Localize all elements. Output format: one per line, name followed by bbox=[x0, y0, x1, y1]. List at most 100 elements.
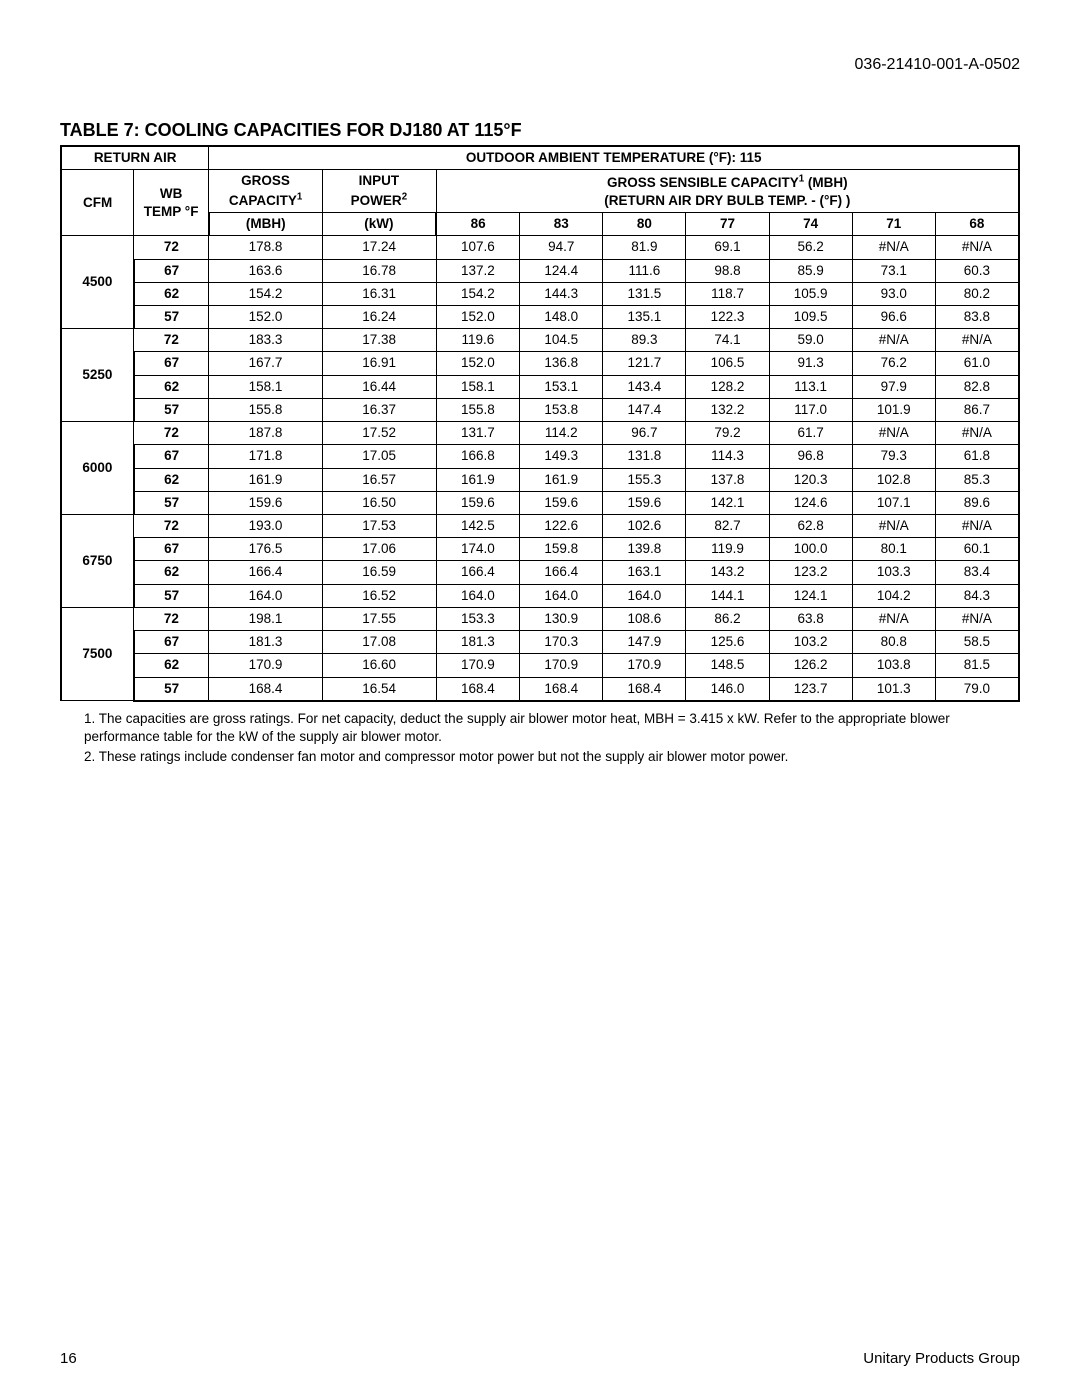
gross-capacity-cell: 161.9 bbox=[209, 468, 322, 491]
table-body: 450072178.817.24107.694.781.969.156.2#N/… bbox=[61, 236, 1019, 701]
sensible-cell: #N/A bbox=[935, 515, 1019, 538]
sensible-cell: 80.8 bbox=[852, 631, 935, 654]
sensible-cell: 103.3 bbox=[852, 561, 935, 584]
sensible-cell: 119.6 bbox=[436, 329, 520, 352]
sensible-cell: 79.3 bbox=[852, 445, 935, 468]
sensible-cell: 83.4 bbox=[935, 561, 1019, 584]
sensible-cell: 152.0 bbox=[436, 306, 520, 329]
sensible-cell: 143.4 bbox=[603, 375, 686, 398]
sensible-cell: 137.8 bbox=[686, 468, 769, 491]
th-db-0: 86 bbox=[436, 213, 520, 236]
input-power-cell: 16.24 bbox=[322, 306, 436, 329]
footer-group: Unitary Products Group bbox=[863, 1350, 1020, 1367]
sensible-cell: 94.7 bbox=[520, 236, 603, 259]
sensible-cell: 76.2 bbox=[852, 352, 935, 375]
sensible-cell: 102.8 bbox=[852, 468, 935, 491]
gross-capacity-cell: 170.9 bbox=[209, 654, 322, 677]
sensible-cell: 117.0 bbox=[769, 398, 852, 421]
th-db-4: 74 bbox=[769, 213, 852, 236]
gross-capacity-cell: 164.0 bbox=[209, 584, 322, 607]
sensible-cell: 139.8 bbox=[603, 538, 686, 561]
sensible-cell: 166.4 bbox=[436, 561, 520, 584]
sensible-cell: 81.9 bbox=[603, 236, 686, 259]
sensible-cell: 164.0 bbox=[603, 584, 686, 607]
sensible-cell: 61.8 bbox=[935, 445, 1019, 468]
table-row: 67167.716.91152.0136.8121.7106.591.376.2… bbox=[61, 352, 1019, 375]
sensible-cell: 61.0 bbox=[935, 352, 1019, 375]
gross-capacity-cell: 163.6 bbox=[209, 259, 322, 282]
cfm-cell: 6000 bbox=[61, 422, 134, 515]
input-power-cell: 16.54 bbox=[322, 677, 436, 701]
sensible-cell: 142.1 bbox=[686, 491, 769, 514]
table-row: 62161.916.57161.9161.9155.3137.8120.3102… bbox=[61, 468, 1019, 491]
input-power-cell: 16.52 bbox=[322, 584, 436, 607]
input-power-cell: 17.55 bbox=[322, 607, 436, 630]
sensible-cell: 181.3 bbox=[436, 631, 520, 654]
sensible-cell: 166.8 bbox=[436, 445, 520, 468]
sensible-cell: 102.6 bbox=[603, 515, 686, 538]
sensible-cell: 153.3 bbox=[436, 607, 520, 630]
input-power-cell: 16.60 bbox=[322, 654, 436, 677]
sensible-cell: #N/A bbox=[935, 329, 1019, 352]
sensible-cell: 114.2 bbox=[520, 422, 603, 445]
cfm-cell: 4500 bbox=[61, 236, 134, 329]
gross-capacity-cell: 183.3 bbox=[209, 329, 322, 352]
sensible-cell: 89.6 bbox=[935, 491, 1019, 514]
sensible-cell: 122.6 bbox=[520, 515, 603, 538]
sensible-cell: 103.8 bbox=[852, 654, 935, 677]
th-db-6: 68 bbox=[935, 213, 1019, 236]
sensible-cell: 80.2 bbox=[935, 282, 1019, 305]
sensible-cell: 159.6 bbox=[436, 491, 520, 514]
sensible-cell: 149.3 bbox=[520, 445, 603, 468]
sensible-cell: 60.1 bbox=[935, 538, 1019, 561]
sensible-cell: 63.8 bbox=[769, 607, 852, 630]
sensible-cell: 96.7 bbox=[603, 422, 686, 445]
sensible-cell: 120.3 bbox=[769, 468, 852, 491]
table-row: 600072187.817.52131.7114.296.779.261.7#N… bbox=[61, 422, 1019, 445]
sensible-cell: 143.2 bbox=[686, 561, 769, 584]
sensible-cell: 101.3 bbox=[852, 677, 935, 701]
sensible-cell: 154.2 bbox=[436, 282, 520, 305]
sensible-cell: 101.9 bbox=[852, 398, 935, 421]
sensible-cell: 159.6 bbox=[520, 491, 603, 514]
sensible-cell: 158.1 bbox=[436, 375, 520, 398]
gross-capacity-cell: 167.7 bbox=[209, 352, 322, 375]
sensible-cell: 124.4 bbox=[520, 259, 603, 282]
sensible-cell: 131.8 bbox=[603, 445, 686, 468]
input-power-cell: 17.52 bbox=[322, 422, 436, 445]
gross-capacity-cell: 152.0 bbox=[209, 306, 322, 329]
table-title: TABLE 7: COOLING CAPACITIES FOR DJ180 AT… bbox=[60, 120, 1020, 141]
sensible-cell: 103.2 bbox=[769, 631, 852, 654]
input-power-cell: 16.31 bbox=[322, 282, 436, 305]
sensible-cell: 174.0 bbox=[436, 538, 520, 561]
sensible-cell: 161.9 bbox=[520, 468, 603, 491]
sensible-cell: 56.2 bbox=[769, 236, 852, 259]
sensible-cell: 61.7 bbox=[769, 422, 852, 445]
wb-cell: 62 bbox=[134, 561, 209, 584]
sensible-cell: 144.1 bbox=[686, 584, 769, 607]
table-row: 67181.317.08181.3170.3147.9125.6103.280.… bbox=[61, 631, 1019, 654]
sensible-cell: 126.2 bbox=[769, 654, 852, 677]
th-db-1: 83 bbox=[520, 213, 603, 236]
sensible-cell: 147.4 bbox=[603, 398, 686, 421]
gross-capacity-cell: 178.8 bbox=[209, 236, 322, 259]
wb-cell: 72 bbox=[134, 236, 209, 259]
sensible-cell: 81.5 bbox=[935, 654, 1019, 677]
sensible-cell: 86.2 bbox=[686, 607, 769, 630]
table-row: 750072198.117.55153.3130.9108.686.263.8#… bbox=[61, 607, 1019, 630]
sensible-cell: 170.9 bbox=[603, 654, 686, 677]
table-row: 57152.016.24152.0148.0135.1122.3109.596.… bbox=[61, 306, 1019, 329]
sensible-cell: 109.5 bbox=[769, 306, 852, 329]
sensible-cell: 104.2 bbox=[852, 584, 935, 607]
table-row: 67163.616.78137.2124.4111.698.885.973.16… bbox=[61, 259, 1019, 282]
sensible-cell: 93.0 bbox=[852, 282, 935, 305]
sensible-cell: 135.1 bbox=[603, 306, 686, 329]
sensible-cell: 168.4 bbox=[436, 677, 520, 701]
sensible-cell: 153.1 bbox=[520, 375, 603, 398]
table-row: 57155.816.37155.8153.8147.4132.2117.0101… bbox=[61, 398, 1019, 421]
sensible-cell: 153.8 bbox=[520, 398, 603, 421]
gross-capacity-cell: 176.5 bbox=[209, 538, 322, 561]
doc-number: 036-21410-001-A-0502 bbox=[60, 56, 1020, 74]
sensible-cell: 148.0 bbox=[520, 306, 603, 329]
sensible-cell: 155.3 bbox=[603, 468, 686, 491]
